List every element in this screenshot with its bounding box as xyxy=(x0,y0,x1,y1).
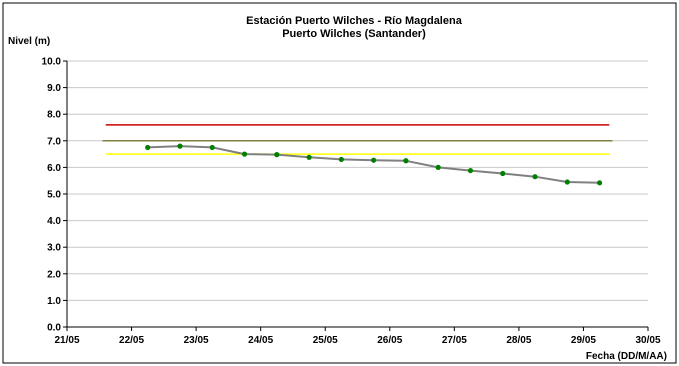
x-tick-label: 30/05 xyxy=(635,335,660,346)
y-tick-label: 8.0 xyxy=(47,110,61,121)
x-tick-label: 22/05 xyxy=(119,335,144,346)
axes xyxy=(63,60,649,331)
threshold-lines xyxy=(102,124,613,155)
y-tick-label: 9.0 xyxy=(47,83,61,94)
data-point-5 xyxy=(306,154,312,160)
x-tick-labels: 21/05 22/05 23/05 24/05 25/05 26/05 27/05 28/05… xyxy=(54,335,660,346)
x-tick-label: 26/05 xyxy=(377,335,402,346)
y-tick-label: 3.0 xyxy=(47,243,61,254)
x-tick-label: 21/05 xyxy=(54,335,79,346)
data-point-3 xyxy=(241,151,248,157)
data-point-10 xyxy=(467,167,474,174)
data-point-1 xyxy=(177,143,183,149)
data-point-8 xyxy=(403,158,409,164)
y-tick-label: 6.0 xyxy=(47,163,61,174)
chart-title: Estación Puerto Wilches - Río Magdalena xyxy=(246,15,463,27)
y-tick-label: 2.0 xyxy=(47,269,61,280)
data-point-11 xyxy=(500,170,506,177)
data-point-4 xyxy=(274,152,280,158)
data-point-14 xyxy=(596,180,603,186)
x-tick-label: 28/05 xyxy=(506,335,531,346)
x-tick-label: 27/05 xyxy=(442,335,467,346)
y-tick-label: 7.0 xyxy=(47,136,61,147)
x-axis-label: Fecha (DD/M/AA) xyxy=(586,351,667,362)
x-tick-label: 24/05 xyxy=(248,335,273,346)
data-point-0 xyxy=(145,144,151,151)
data-point-7 xyxy=(371,157,377,163)
y-tick-label: 5.0 xyxy=(47,190,61,201)
data-point-13 xyxy=(564,179,570,185)
x-tick-label: 23/05 xyxy=(184,335,209,346)
x-tick-label: 29/05 xyxy=(571,335,596,346)
y-tick-label: 4.0 xyxy=(47,216,61,227)
y-tick-label: 1.0 xyxy=(47,296,61,307)
data-point-9 xyxy=(435,164,441,170)
y-tick-label: 0.0 xyxy=(47,323,61,334)
data-point-6 xyxy=(338,156,344,163)
chart-subtitle: Puerto Wilches (Santander) xyxy=(282,28,426,40)
y-tick-label: 10.0 xyxy=(42,57,62,68)
series-group xyxy=(145,143,603,186)
data-point-2 xyxy=(209,144,215,151)
y-axis-label: Nivel (m) xyxy=(8,36,50,47)
y-tick-labels: 0.0 1.0 2.0 3.0 4.0 5.0 6.0 7.0 8.0 9.0 10.0 xyxy=(42,57,62,334)
data-point-12 xyxy=(532,174,538,180)
x-tick-label: 25/05 xyxy=(313,335,338,346)
